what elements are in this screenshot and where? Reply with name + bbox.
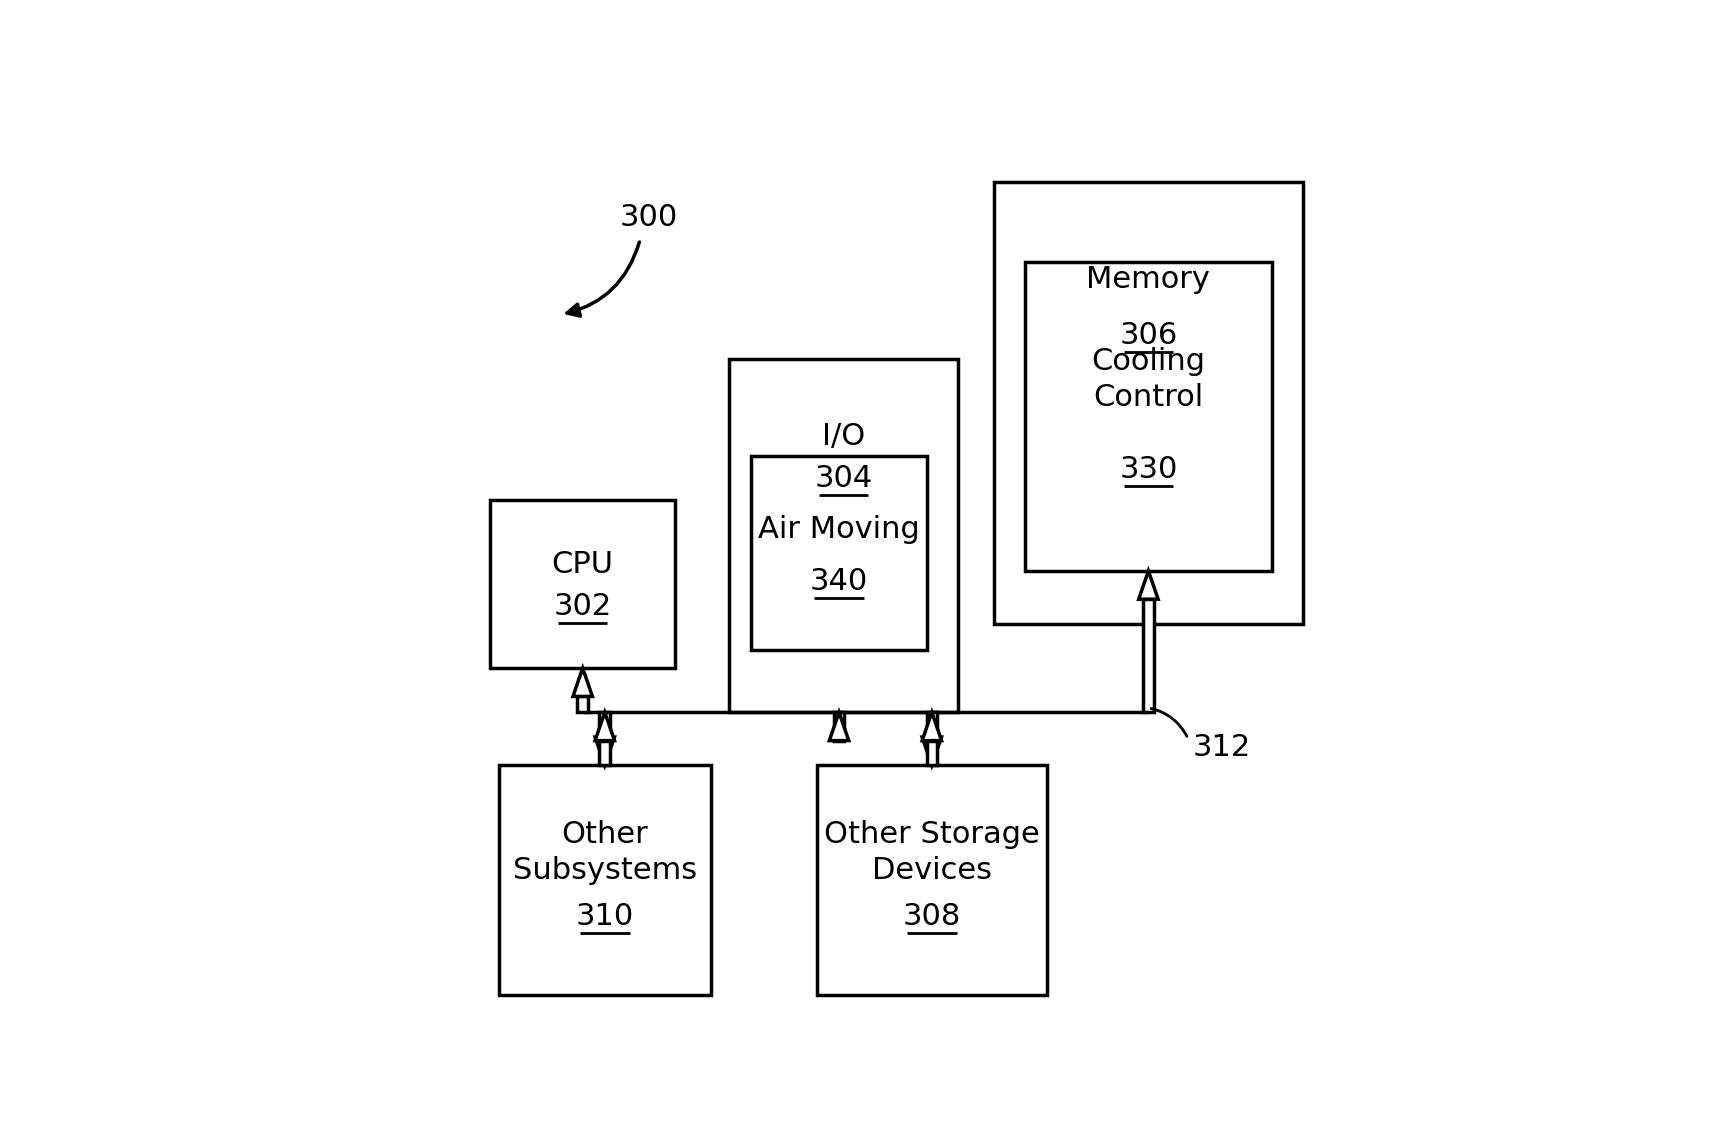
- Text: Other
Subsystems: Other Subsystems: [513, 821, 696, 885]
- Text: 330: 330: [1119, 456, 1178, 484]
- Bar: [994, 181, 1302, 625]
- Bar: [577, 697, 587, 712]
- Bar: [1143, 599, 1154, 712]
- Text: 306: 306: [1119, 321, 1178, 350]
- Polygon shape: [596, 712, 615, 740]
- Text: 310: 310: [575, 902, 634, 931]
- Bar: [599, 712, 610, 737]
- Text: 304: 304: [814, 464, 873, 494]
- Text: Air Moving: Air Moving: [759, 515, 920, 544]
- Text: 312: 312: [1193, 734, 1251, 762]
- Bar: [927, 740, 937, 766]
- Text: CPU: CPU: [553, 550, 613, 579]
- Polygon shape: [573, 668, 592, 697]
- Text: 340: 340: [811, 567, 868, 596]
- Bar: [927, 712, 937, 737]
- Bar: [729, 358, 958, 712]
- Text: 302: 302: [554, 592, 611, 621]
- Polygon shape: [1138, 571, 1159, 599]
- Text: 300: 300: [620, 203, 679, 232]
- Bar: [750, 456, 927, 651]
- Text: 308: 308: [902, 902, 961, 931]
- Bar: [490, 501, 675, 668]
- Text: Cooling
Control: Cooling Control: [1091, 347, 1205, 411]
- Polygon shape: [830, 712, 849, 740]
- Text: Other Storage
Devices: Other Storage Devices: [824, 821, 1039, 885]
- Bar: [833, 712, 843, 740]
- Polygon shape: [921, 737, 942, 766]
- Bar: [499, 766, 710, 995]
- Bar: [1025, 262, 1273, 571]
- Polygon shape: [921, 712, 942, 740]
- Text: Memory: Memory: [1086, 265, 1211, 294]
- Polygon shape: [596, 737, 615, 766]
- Bar: [599, 740, 610, 766]
- Bar: [818, 766, 1046, 995]
- Text: I/O: I/O: [821, 422, 864, 451]
